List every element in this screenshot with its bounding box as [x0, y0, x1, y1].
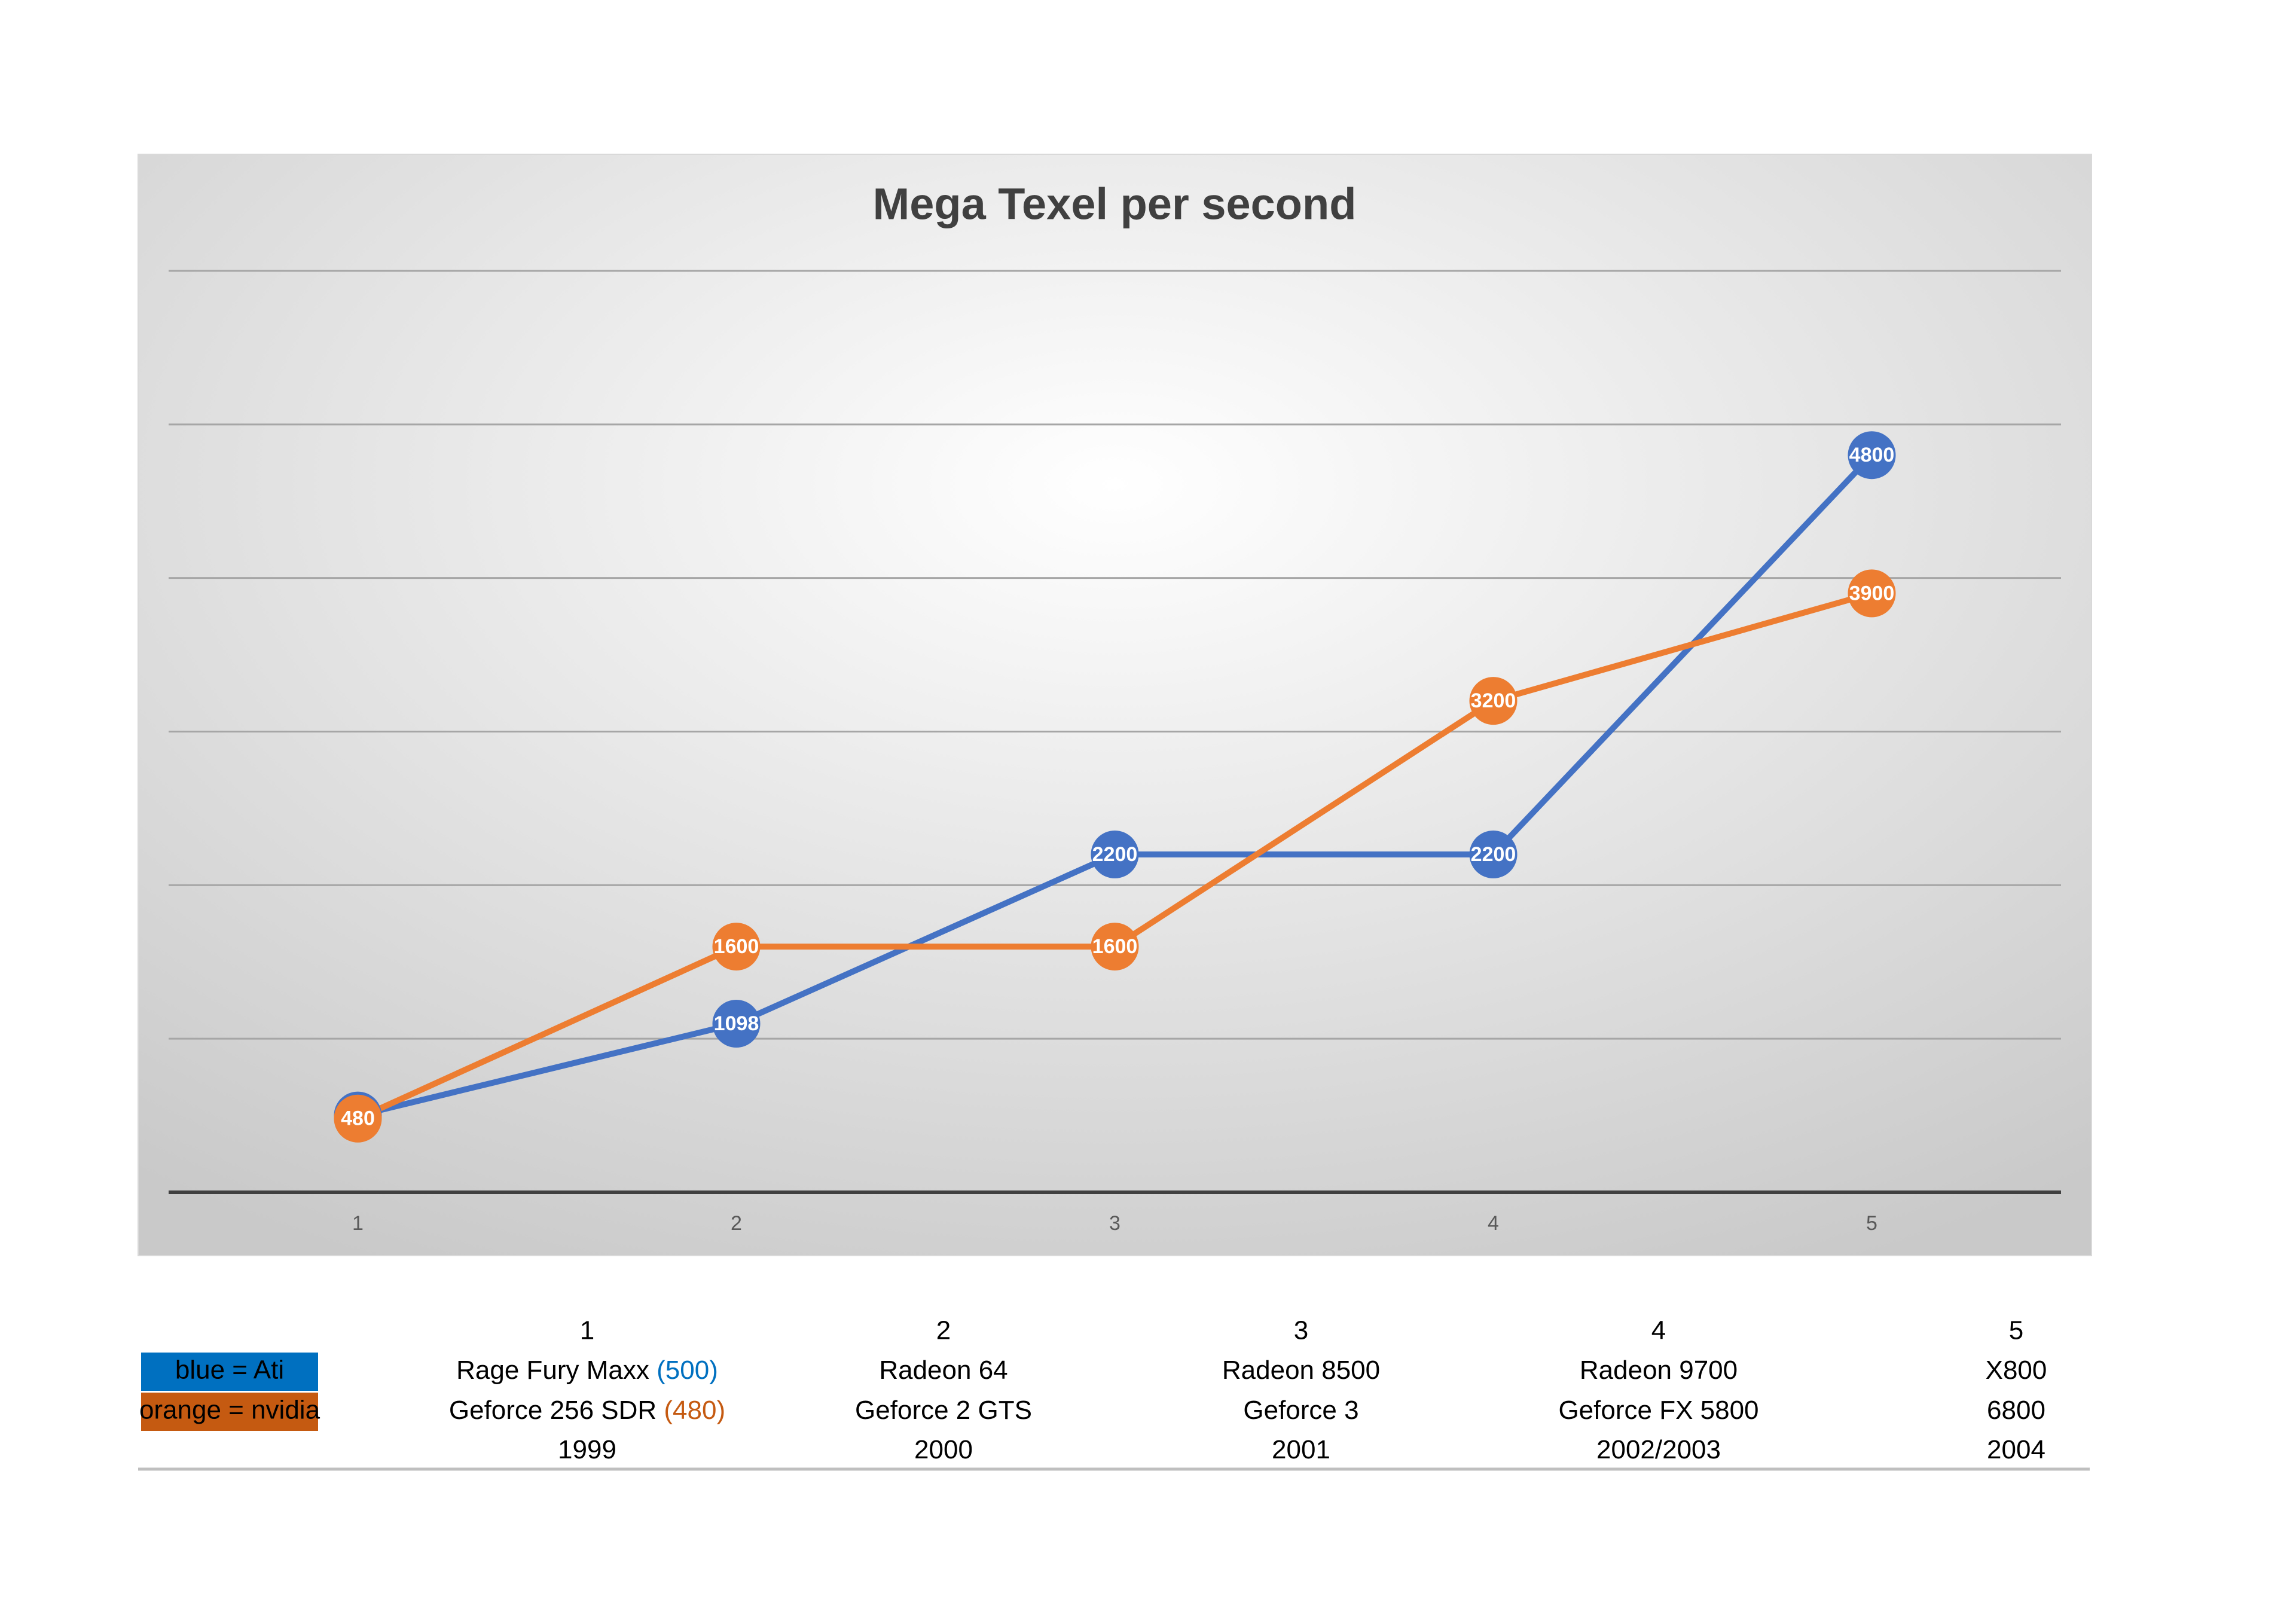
cell-text: 6800 [1987, 1396, 2045, 1425]
cell-text: Geforce FX 5800 [1558, 1396, 1758, 1425]
table-cell: Geforce FX 5800 [1558, 1396, 1758, 1425]
marker [712, 923, 761, 971]
marker [1091, 923, 1139, 971]
plot: 1234550010982200220048004801600160032003… [169, 270, 2061, 1235]
column-header: 3 [1294, 1316, 1308, 1345]
column-header: 2 [936, 1316, 951, 1345]
marker [1091, 830, 1139, 878]
table: 1 2 3 4 5 blue = Ati Rage Fury Maxx (500) Radeo… [139, 1316, 2047, 1464]
x-tick-label: 5 [1866, 1212, 1877, 1235]
x-tick-label: 2 [731, 1212, 742, 1235]
marker [1848, 431, 1896, 480]
x-tick-label: 3 [1109, 1212, 1120, 1235]
marker [712, 999, 761, 1048]
table-cell: 1999 [558, 1435, 616, 1464]
x-tick-label: 4 [1488, 1212, 1499, 1235]
legend-cell [141, 1353, 318, 1391]
table-cell: Geforce 3 [1243, 1396, 1358, 1425]
data-label: 1098 [714, 1012, 759, 1035]
column-header: 5 [2009, 1316, 2023, 1345]
cell-text: Geforce 2 GTS [855, 1396, 1032, 1425]
table-cell: 2000 [914, 1435, 973, 1464]
table-cell: 2004 [1987, 1435, 2045, 1464]
table-cell: Radeon 8500 [1222, 1356, 1380, 1385]
cell-text: Geforce 256 SDR [449, 1396, 664, 1425]
table-cell: Radeon 9700 [1580, 1356, 1738, 1385]
cell-note: (480) [664, 1396, 725, 1425]
data-label: 3900 [1849, 582, 1895, 605]
table-cell: Rage Fury Maxx (500) [456, 1356, 718, 1385]
table-cell: 6800 [1987, 1396, 2045, 1425]
cell-text: Rage Fury Maxx [456, 1356, 657, 1385]
cell-text: 2000 [914, 1435, 973, 1464]
marker [1469, 830, 1518, 878]
data-label: 3200 [1471, 689, 1516, 712]
chart-area [138, 154, 2092, 1256]
table-cell: Radeon 64 [879, 1356, 1007, 1385]
cell-text: 2002/2003 [1596, 1435, 1721, 1464]
table-cell: 2001 [1272, 1435, 1330, 1464]
table-cell: 2002/2003 [1596, 1435, 1721, 1464]
table-cell: Geforce 256 SDR (480) [449, 1396, 725, 1425]
cell-note: (500) [657, 1356, 718, 1385]
column-header: 1 [580, 1316, 594, 1345]
cell-text: 1999 [558, 1435, 616, 1464]
marker [334, 1094, 382, 1143]
legend-label: orange = nvidia [139, 1396, 320, 1425]
cell-text: Radeon 64 [879, 1356, 1007, 1385]
data-label: 480 [341, 1107, 375, 1130]
data-label: 4800 [1849, 444, 1895, 466]
marker [1469, 677, 1518, 725]
data-label: 1600 [1092, 935, 1138, 958]
legend-label: blue = Ati [175, 1356, 284, 1385]
marker [1848, 569, 1896, 618]
cell-text: X800 [1986, 1356, 2047, 1385]
chart-title: Mega Texel per second [873, 179, 1357, 229]
table-cell: X800 [1986, 1356, 2047, 1385]
data-label: 2200 [1471, 843, 1516, 866]
cell-text: Radeon 8500 [1222, 1356, 1380, 1385]
data-label: 1600 [714, 935, 759, 958]
cell-text: 2004 [1987, 1435, 2045, 1464]
table-cell: Geforce 2 GTS [855, 1396, 1032, 1425]
cell-text: Radeon 9700 [1580, 1356, 1738, 1385]
x-tick-label: 1 [352, 1212, 364, 1235]
column-header: 4 [1651, 1316, 1666, 1345]
cell-text: 2001 [1272, 1435, 1330, 1464]
legend-cell [141, 1393, 318, 1431]
cell-text: Geforce 3 [1243, 1396, 1358, 1425]
data-label: 2200 [1092, 843, 1138, 866]
